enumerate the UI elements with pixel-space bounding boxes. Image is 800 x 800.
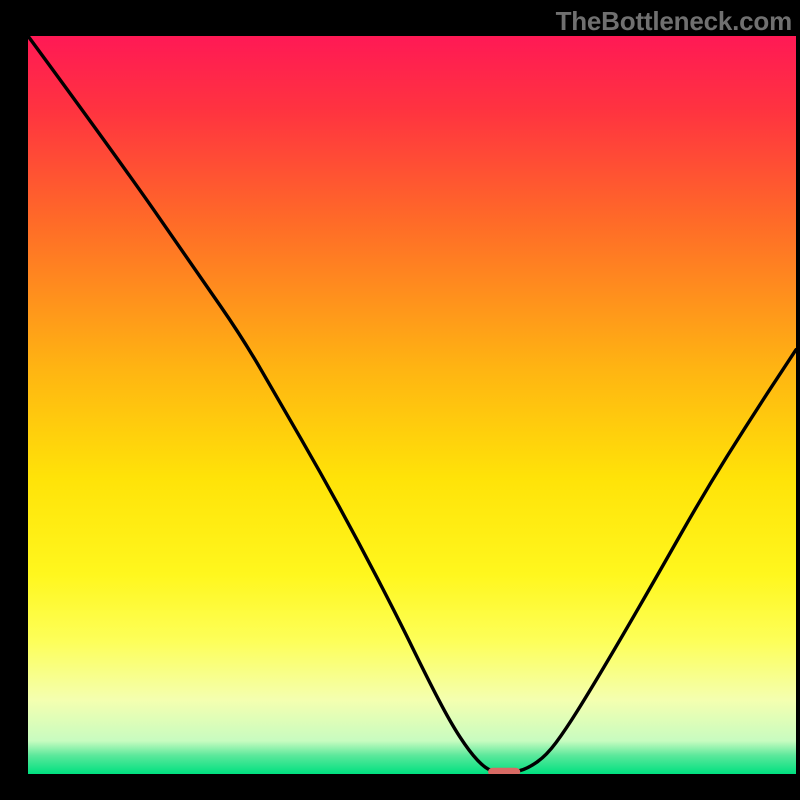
bottleneck-chart: [28, 36, 796, 774]
gradient-background: [28, 36, 796, 774]
optimal-marker: [488, 768, 520, 774]
watermark-text: TheBottleneck.com: [556, 6, 792, 37]
